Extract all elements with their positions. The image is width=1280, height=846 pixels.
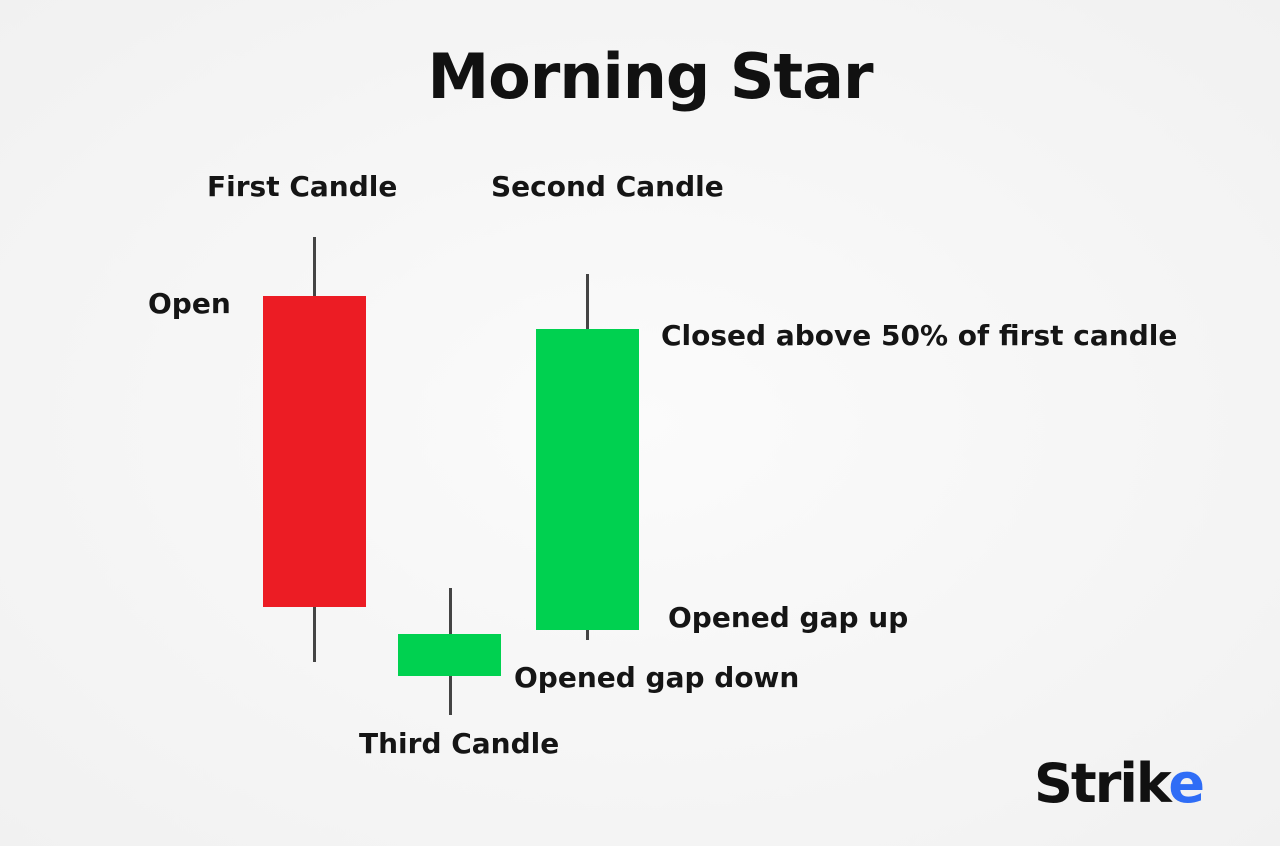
opened-gap-up-label: Opened gap up: [668, 601, 909, 634]
open-label: Open: [148, 287, 231, 320]
second-candle-label: Second Candle: [491, 170, 724, 203]
first-candle-body: [263, 296, 366, 607]
third-candle-label: Third Candle: [359, 727, 560, 760]
closed-above-label: Closed above 50% of first candle: [661, 319, 1178, 352]
first-candle-label: First Candle: [207, 170, 398, 203]
third-candle-body: [398, 634, 501, 676]
strike-logo: Strike: [1034, 752, 1205, 815]
second-candle-body: [536, 329, 639, 630]
opened-gap-down-label: Opened gap down: [514, 661, 800, 694]
diagram-title: Morning Star: [427, 40, 873, 113]
